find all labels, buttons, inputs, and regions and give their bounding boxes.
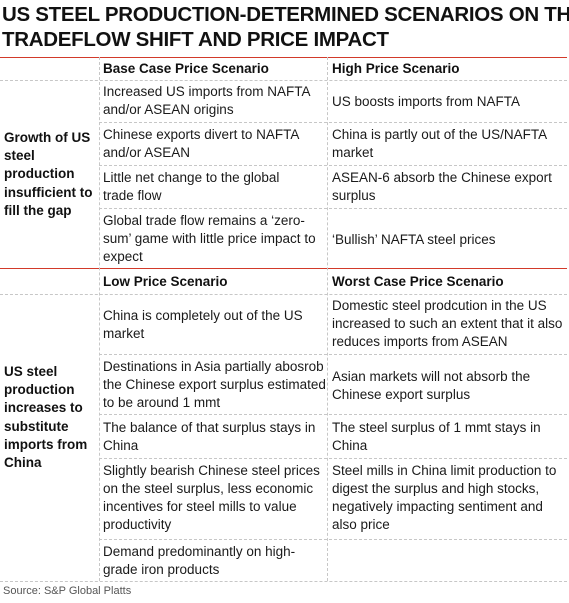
cell-base-4: Global trade flow remains a ‘zero-sum’ g… — [103, 213, 316, 264]
table-title: US STEEL PRODUCTION-DETERMINED SCENARIOS… — [2, 2, 569, 52]
cell-base-1: Increased US imports from NAFTA and/or A… — [103, 84, 310, 117]
cell-low-3: The balance of that surplus stays in Chi… — [103, 420, 316, 453]
row-separator — [0, 581, 567, 582]
cell-worst-3: The steel surplus of 1 mmt stays in Chin… — [332, 420, 541, 453]
header-low-price: Low Price Scenario — [103, 274, 228, 289]
cell-low-2: Destinations in Asia partially abosrob t… — [103, 359, 326, 410]
row-separator — [99, 165, 567, 166]
cell-low-4: Slightly bearish Chinese steel prices on… — [103, 463, 320, 532]
cell-worst-1: Domestic steel prodcution in the US incr… — [332, 298, 563, 349]
cell-low-5: Demand predominantly on high-grade iron … — [103, 544, 296, 577]
row-separator — [99, 122, 567, 123]
header-base-case: Base Case Price Scenario — [103, 61, 269, 76]
cell-high-1: US boosts imports from NAFTA — [332, 94, 521, 109]
header-worst-case: Worst Case Price Scenario — [332, 274, 504, 289]
top-rule — [0, 57, 567, 58]
row-separator — [99, 208, 567, 209]
column-separator — [327, 57, 328, 581]
column-separator — [99, 57, 100, 581]
title-line-2: TRADEFLOW SHIFT AND PRICE IMPACT — [2, 28, 389, 51]
row-separator — [99, 458, 567, 459]
row-separator — [99, 539, 567, 540]
row-separator — [99, 414, 567, 415]
row-separator — [0, 294, 567, 295]
row-separator — [99, 354, 567, 355]
cell-worst-4: Steel mills in China limit production to… — [332, 463, 557, 532]
row-label-production-increases: US steel production increases to substit… — [4, 364, 88, 471]
row-label-growth-insufficient: Growth of US steel production insufficie… — [4, 130, 93, 218]
cell-base-3: Little net change to the global trade fl… — [103, 170, 280, 203]
header-high-price: High Price Scenario — [332, 61, 460, 76]
cell-base-2: Chinese exports divert to NAFTA and/or A… — [103, 127, 299, 160]
cell-worst-2: Asian markets will not absorb the Chines… — [332, 369, 531, 402]
cell-high-3: ASEAN-6 absorb the Chinese export surplu… — [332, 170, 552, 203]
cell-high-4: ‘Bullish’ NAFTA steel prices — [332, 232, 496, 247]
row-separator — [0, 80, 567, 81]
title-line-1: US STEEL PRODUCTION-DETERMINED SCENARIOS… — [2, 3, 569, 26]
cell-low-1: China is completely out of the US market — [103, 308, 303, 341]
mid-rule — [0, 268, 567, 269]
cell-high-2: China is partly out of the US/NAFTA mark… — [332, 127, 547, 160]
source-note: Source: S&P Global Platts — [3, 585, 132, 597]
